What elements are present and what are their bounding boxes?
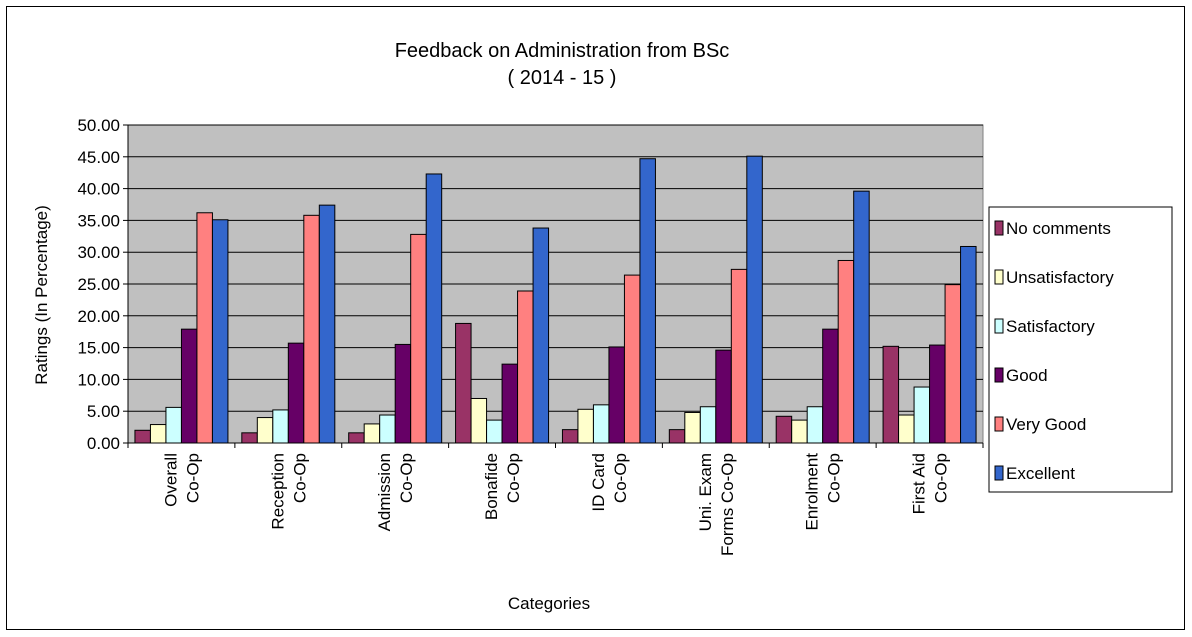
bar-good [929, 344, 946, 444]
bar-good [822, 328, 839, 444]
bar-very-good [837, 259, 855, 444]
bar-excellent [425, 173, 443, 444]
bar-good [501, 363, 519, 444]
x-category-label: Co-Op [290, 453, 309, 503]
bar-unsatisfactory [363, 423, 381, 444]
legend-label: Very Good [1006, 415, 1086, 434]
bar-unsatisfactory [791, 419, 808, 444]
bar-no-comments [455, 322, 472, 444]
bar-excellent [960, 245, 977, 444]
bar-unsatisfactory [684, 411, 701, 444]
bar-very-good [944, 284, 962, 444]
x-category-label: ID Card [589, 453, 608, 512]
x-axis-label: Categories [508, 594, 590, 613]
axes [123, 124, 984, 448]
x-category-label: Forms Co-Op [718, 453, 737, 556]
legend-label: Satisfactory [1006, 317, 1095, 336]
bar-very-good [303, 214, 320, 444]
bar-excellent [746, 155, 763, 444]
legend-swatch [994, 318, 1004, 334]
bar-unsatisfactory [470, 397, 488, 444]
legend-swatch [994, 465, 1004, 481]
bar-unsatisfactory [577, 408, 594, 444]
x-category-label: Co-Op [183, 453, 202, 503]
bar-excellent [318, 204, 336, 444]
y-axis-label: Ratings (In Percentage) [32, 205, 51, 385]
bar-no-comments [348, 432, 365, 444]
y-tick-labels: 0.00 5.00 10.00 15.00 20.00 25.00 30.00 35.00 40… [77, 116, 120, 453]
y-tick-label: 30.00 [77, 243, 120, 262]
bar-no-comments [668, 429, 686, 444]
chart-title: Feedback on Administration from BSc [395, 40, 730, 62]
y-tick-label: 5.00 [87, 402, 120, 421]
bar-no-comments [241, 432, 258, 444]
bar-satisfactory [486, 419, 503, 444]
legend-box [988, 206, 1173, 493]
bar-good [287, 342, 305, 444]
y-tick-label: 35.00 [77, 211, 120, 230]
x-category-label: Co-Op [825, 453, 844, 503]
legend-label: Good [1006, 366, 1048, 385]
bar-very-good [730, 268, 748, 444]
y-tick-label: 25.00 [77, 275, 120, 294]
bar-satisfactory [272, 409, 289, 444]
bar-satisfactory [913, 386, 931, 444]
legend-swatch [994, 269, 1004, 285]
bar-no-comments [134, 429, 151, 444]
legend: No comments Unsatisfactory Satisfactory Goo… [988, 206, 1173, 493]
y-tick-label: 10.00 [77, 370, 120, 389]
bar-excellent [211, 219, 229, 444]
bar-no-comments [882, 345, 900, 444]
y-tick-label: 45.00 [77, 148, 120, 167]
bar-no-comments [775, 415, 793, 444]
y-tick-label: 15.00 [77, 339, 120, 358]
chart-subtitle: ( 2014 - 15 ) [508, 67, 617, 89]
bar-unsatisfactory [898, 414, 915, 444]
legend-label: No comments [1006, 219, 1111, 238]
y-tick-label: 0.00 [87, 434, 120, 453]
y-tick-label: 40.00 [77, 180, 120, 199]
bar-satisfactory [592, 404, 610, 444]
bar-satisfactory [806, 406, 824, 444]
x-category-labels: Overall Co-Op Reception Co-Op Admission Co-Op… [161, 453, 950, 556]
legend-swatch [994, 367, 1004, 383]
bar-satisfactory [379, 414, 396, 444]
x-category-label: Enrolment [803, 453, 822, 531]
bar-very-good [410, 233, 427, 444]
bar-very-good [623, 274, 641, 444]
bar-excellent [853, 190, 870, 444]
legend-swatch [994, 416, 1004, 432]
legend-label: Unsatisfactory [1006, 268, 1114, 287]
y-tick-label: 20.00 [77, 307, 120, 326]
legend-swatch [994, 220, 1004, 236]
bar-good [394, 343, 412, 444]
bar-very-good [196, 212, 213, 444]
x-category-label: Overall [161, 453, 180, 507]
x-category-label: Co-Op [932, 453, 951, 503]
bar-excellent [639, 158, 656, 444]
bar-no-comments [561, 429, 579, 444]
x-category-label: First Aid [910, 453, 929, 514]
bar-satisfactory [699, 406, 717, 444]
x-category-label: Co-Op [611, 453, 630, 503]
x-category-label: Reception [268, 453, 287, 530]
bar-unsatisfactory [149, 424, 167, 444]
x-category-label: Bonafide [482, 453, 501, 520]
x-category-label: Uni. Exam [696, 453, 715, 531]
y-tick-label: 50.00 [77, 116, 120, 135]
x-category-label: Co-Op [504, 453, 523, 503]
x-category-label: Co-Op [397, 453, 416, 503]
bar-unsatisfactory [256, 417, 274, 444]
bar-good [715, 349, 732, 444]
x-category-label: Admission [375, 453, 394, 531]
bars [134, 155, 977, 444]
bar-satisfactory [165, 406, 182, 444]
bar-very-good [517, 290, 534, 444]
bar-excellent [532, 227, 550, 444]
bar-good [180, 328, 198, 444]
legend-label: Excellent [1006, 464, 1075, 483]
bar-good [608, 346, 625, 444]
